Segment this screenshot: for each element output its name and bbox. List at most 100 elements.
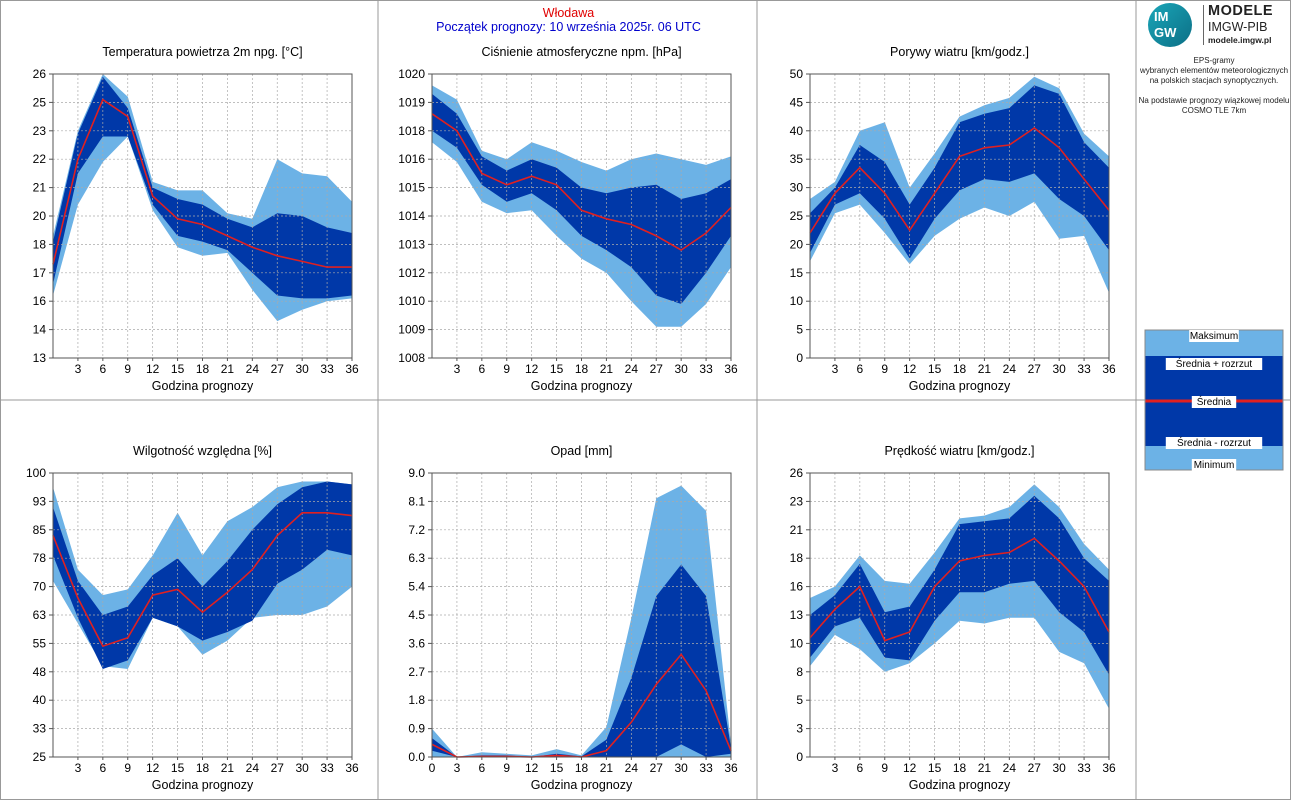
y-tick-label: 21 bbox=[790, 523, 804, 537]
y-tick-label: 1012 bbox=[398, 266, 425, 280]
info-line-5: COSMO TLE 7km bbox=[1181, 106, 1247, 115]
y-tick-label: 1.8 bbox=[408, 693, 425, 707]
x-tick-label: 18 bbox=[953, 761, 967, 775]
y-tick-label: 25 bbox=[33, 95, 47, 109]
y-tick-label: 1010 bbox=[398, 294, 425, 308]
chart-1: Temperatura powietrza 2m npg. [°C] 13 14 16… bbox=[33, 45, 359, 393]
chart-3: Porywy wiatru [km/godz.] 0 5 10 15 20 25 30 35 40… bbox=[790, 45, 1116, 393]
band-mean-spread bbox=[432, 564, 731, 757]
y-tick-label: 35 bbox=[790, 152, 804, 166]
y-tick-label: 17 bbox=[33, 266, 47, 280]
info-line-4: Na podstawie prognozy wiązkowej modelu bbox=[1138, 96, 1290, 105]
y-tick-label: 2.7 bbox=[408, 665, 425, 679]
info-line-3: na polskich stacjach synoptycznych. bbox=[1149, 76, 1279, 85]
x-tick-label: 24 bbox=[625, 761, 639, 775]
x-tick-label: 15 bbox=[928, 761, 942, 775]
x-tick-label: 30 bbox=[674, 362, 688, 376]
x-tick-label: 18 bbox=[196, 362, 210, 376]
logo-subtitle: IMGW-PIB bbox=[1208, 20, 1268, 34]
chart-2: Ciśnienie atmosferyczne npm. [hPa] 1008 10… bbox=[398, 45, 738, 393]
mean-line bbox=[52, 98, 352, 268]
x-tick-label: 24 bbox=[625, 362, 639, 376]
logo-site: modele.imgw.pl bbox=[1208, 35, 1272, 45]
y-tick-label: 78 bbox=[33, 551, 47, 565]
y-tick-label: 26 bbox=[790, 466, 804, 480]
y-tick-label: 45 bbox=[790, 95, 804, 109]
y-tick-label: 10 bbox=[790, 636, 804, 650]
info-line-1: EPS-gramy bbox=[1193, 56, 1235, 65]
legend-label-max-bg bbox=[1189, 330, 1239, 342]
x-tick-label: 33 bbox=[1077, 362, 1091, 376]
y-tick-label: 5 bbox=[796, 693, 803, 707]
info-line-2: wybranych elementów meteorologicznych bbox=[1139, 66, 1289, 75]
y-tick-label: 50 bbox=[790, 67, 804, 81]
x-tick-label: 36 bbox=[1102, 362, 1116, 376]
x-tick-label: 18 bbox=[953, 362, 967, 376]
logo-mark-icon bbox=[1148, 3, 1192, 47]
y-tick-label: 9.0 bbox=[408, 466, 425, 480]
x-tick-label: 15 bbox=[550, 761, 564, 775]
y-tick-label: 18 bbox=[790, 551, 804, 565]
x-tick-label: 33 bbox=[699, 362, 713, 376]
legend: Maksimum Średnia + rozrzut Średnia Średnia … bbox=[1144, 329, 1284, 471]
x-tick-label: 24 bbox=[246, 362, 260, 376]
y-tick-label: 1019 bbox=[398, 95, 425, 109]
x-tick-label: 12 bbox=[903, 761, 917, 775]
chart-title: Prędkość wiatru [km/godz.] bbox=[884, 444, 1034, 458]
chart-title: Temperatura powietrza 2m npg. [°C] bbox=[102, 45, 302, 59]
x-tick-label: 27 bbox=[650, 761, 664, 775]
y-tick-label: 18 bbox=[33, 237, 47, 251]
x-tick-label: 6 bbox=[99, 761, 106, 775]
x-tick-label: 24 bbox=[1003, 761, 1017, 775]
y-tick-label: 3 bbox=[796, 722, 803, 736]
x-tick-label: 21 bbox=[600, 761, 614, 775]
x-tick-label: 30 bbox=[1052, 761, 1066, 775]
info-text: EPS-gramy wybranych elementów meteorolog… bbox=[1137, 56, 1291, 126]
y-tick-label: 26 bbox=[33, 67, 47, 81]
x-tick-label: 27 bbox=[1028, 761, 1042, 775]
x-tick-label: 0 bbox=[429, 761, 436, 775]
y-tick-label: 30 bbox=[790, 181, 804, 195]
y-tick-label: 48 bbox=[33, 665, 47, 679]
imgw-logo: IM GW MODELE IMGW-PIB modele.imgw.pl bbox=[1146, 2, 1286, 48]
y-tick-label: 1015 bbox=[398, 181, 425, 195]
x-tick-label: 27 bbox=[650, 362, 664, 376]
x-tick-label: 27 bbox=[271, 761, 285, 775]
x-tick-label: 3 bbox=[454, 761, 461, 775]
x-tick-label: 9 bbox=[124, 362, 131, 376]
chart-6: Prędkość wiatru [km/godz.] 0 3 5 8 10 13 16 18 21… bbox=[790, 444, 1116, 792]
y-tick-label: 3.6 bbox=[408, 636, 425, 650]
y-tick-label: 0 bbox=[796, 750, 803, 764]
x-tick-label: 18 bbox=[575, 362, 589, 376]
y-tick-label: 1009 bbox=[398, 323, 425, 337]
y-tick-label: 20 bbox=[790, 237, 804, 251]
x-tick-label: 9 bbox=[881, 761, 888, 775]
y-tick-label: 100 bbox=[26, 466, 46, 480]
x-tick-label: 12 bbox=[525, 761, 539, 775]
x-tick-label: 21 bbox=[978, 761, 992, 775]
station-name: Włodawa bbox=[542, 6, 595, 20]
chart-title: Ciśnienie atmosferyczne npm. [hPa] bbox=[481, 45, 681, 59]
legend-label-mean-bg bbox=[1191, 396, 1237, 408]
x-tick-label: 30 bbox=[674, 761, 688, 775]
x-tick-label: 15 bbox=[171, 761, 185, 775]
mean-line bbox=[431, 113, 732, 252]
x-tick-label: 12 bbox=[146, 362, 160, 376]
x-tick-label: 21 bbox=[221, 362, 235, 376]
x-tick-label: 3 bbox=[832, 761, 839, 775]
y-tick-label: 0 bbox=[796, 351, 803, 365]
mean-line bbox=[52, 511, 353, 648]
x-tick-label: 33 bbox=[699, 761, 713, 775]
x-tick-label: 33 bbox=[320, 761, 334, 775]
x-tick-label: 6 bbox=[478, 761, 485, 775]
y-tick-label: 23 bbox=[790, 494, 804, 508]
chart-5: Opad [mm] 0.0 0.9 1.8 2.7 3.6 4.5 5.4 6.3 7.2 8.1 9… bbox=[408, 444, 738, 792]
x-tick-label: 6 bbox=[856, 761, 863, 775]
x-tick-label: 36 bbox=[345, 362, 359, 376]
header: Włodawa Początek prognozy: 10 września 2… bbox=[380, 6, 757, 34]
y-tick-label: 0.9 bbox=[408, 722, 425, 736]
y-tick-label: 8.1 bbox=[408, 494, 425, 508]
x-tick-label: 3 bbox=[454, 362, 461, 376]
y-tick-label: 16 bbox=[33, 294, 47, 308]
x-tick-label: 24 bbox=[246, 761, 260, 775]
